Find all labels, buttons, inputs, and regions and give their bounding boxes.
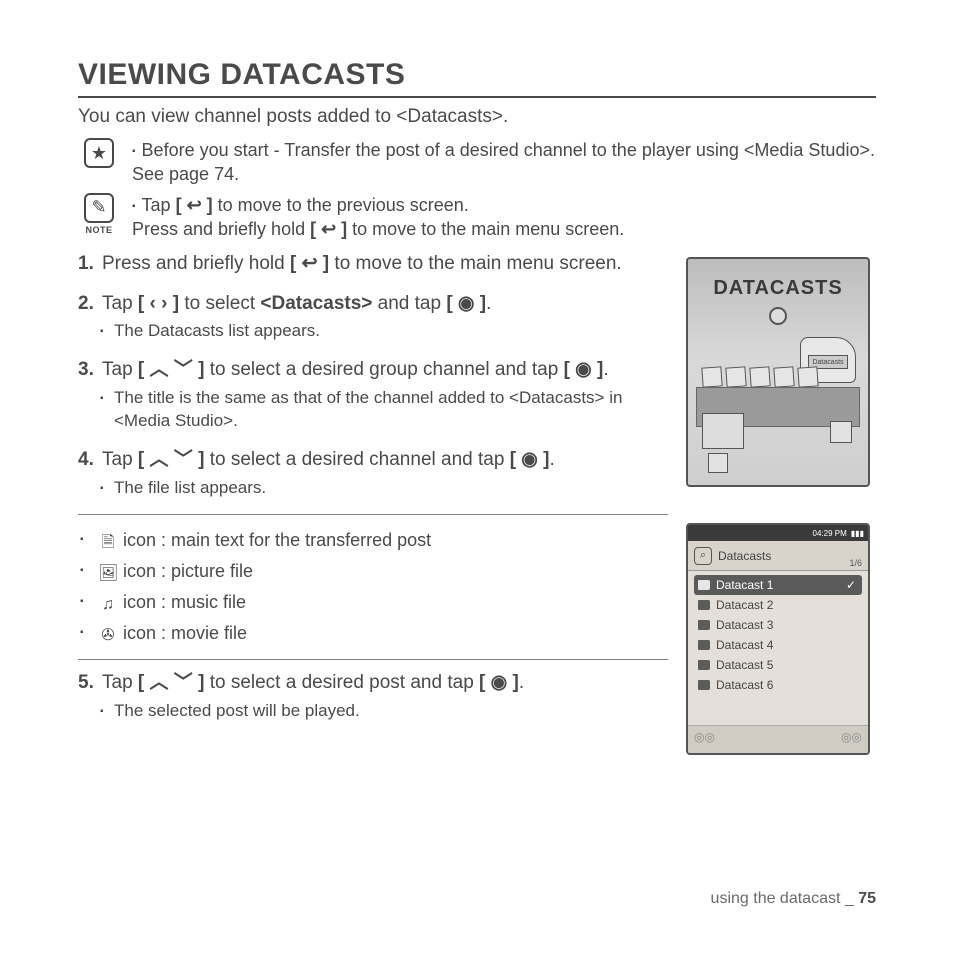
step-2-sub: The Datacasts list appears. xyxy=(102,320,668,343)
note-star-row: ★ ▪Before you start - Transfer the post … xyxy=(78,138,876,187)
device2-time: 04:29 PM xyxy=(813,529,847,538)
step-2: Tap [ ‹ › ] to select <Datacasts> and ta… xyxy=(78,291,668,344)
device2-header: Datacasts xyxy=(718,549,771,563)
step-1: Press and briefly hold [ ↩ ] to move to … xyxy=(78,251,668,277)
music-icon: ♫ xyxy=(98,591,118,618)
divider xyxy=(78,659,668,660)
step-3: Tap [ ︿ ﹀ ] to select a desired group ch… xyxy=(78,357,668,433)
back-icon: [ ↩ ] xyxy=(290,253,329,274)
up-down-icon: [ ︿ ﹀ ] xyxy=(138,449,205,470)
folder-icon xyxy=(698,660,710,670)
note-star-text: Before you start - Transfer the post of … xyxy=(132,140,875,184)
left-right-icon: [ ‹ › ] xyxy=(138,293,179,314)
note-pencil-1a: Tap xyxy=(142,195,176,215)
search-icon: ⌕ xyxy=(694,547,712,565)
doc-icon: 🗎 xyxy=(98,529,118,556)
movie-icon: ✇ xyxy=(98,622,118,649)
picture-icon: 🖼 xyxy=(98,560,118,587)
device2-count: 1/6 xyxy=(849,558,862,568)
icon-legend: 🗎 icon : main text for the transferred p… xyxy=(78,525,668,650)
select-icon: [ ◉ ] xyxy=(510,449,550,470)
list-item: Datacast 1✓ xyxy=(694,575,862,595)
list-item: Datacast 2 xyxy=(694,595,862,615)
folder-icon xyxy=(698,620,710,630)
star-icon: ★ xyxy=(84,138,114,168)
footer: using the datacast _ 75 xyxy=(711,890,876,908)
intro-text: You can view channel posts added to <Dat… xyxy=(78,106,876,128)
list-item: Datacast 6 xyxy=(694,675,862,695)
pencil-icon: ✎ xyxy=(84,193,114,223)
list-item: Datacast 4 xyxy=(694,635,862,655)
note-label: NOTE xyxy=(85,225,112,235)
step-5: Tap [ ︿ ﹀ ] to select a desired post and… xyxy=(78,670,668,723)
up-down-icon: [ ︿ ﹀ ] xyxy=(138,359,205,380)
device-preview-2: 04:29 PM ▮▮▮ ⌕ Datacasts 1/6 Datacast 1✓… xyxy=(686,523,870,755)
check-icon: ✓ xyxy=(846,578,856,592)
note-pencil-1b: to move to the previous screen. xyxy=(213,195,469,215)
step-3-sub: The title is the same as that of the cha… xyxy=(102,387,668,433)
note-pencil-2b: to move to the main menu screen. xyxy=(347,219,624,239)
list-item: Datacast 3 xyxy=(694,615,862,635)
device2-list: Datacast 1✓ Datacast 2 Datacast 3 Dataca… xyxy=(688,571,868,699)
step-4-sub: The file list appears. xyxy=(102,477,668,500)
select-icon: [ ◉ ] xyxy=(446,293,486,314)
folder-icon xyxy=(698,680,710,690)
select-icon: [ ◉ ] xyxy=(479,672,519,693)
divider xyxy=(78,514,668,515)
battery-icon: ▮▮▮ xyxy=(851,529,864,538)
note-pencil-2a: Press and briefly hold xyxy=(132,219,310,239)
page-title: VIEWING DATACASTS xyxy=(78,58,876,98)
up-down-icon: [ ︿ ﹀ ] xyxy=(138,672,205,693)
step-5-sub: The selected post will be played. xyxy=(102,700,668,723)
list-item: Datacast 5 xyxy=(694,655,862,675)
back-icon: [ ↩ ] xyxy=(310,219,347,239)
select-icon: [ ◉ ] xyxy=(564,359,604,380)
folder-icon xyxy=(698,640,710,650)
note-pencil-row: ✎ NOTE ▪Tap [ ↩ ] to move to the previou… xyxy=(78,193,876,242)
folder-icon xyxy=(698,600,710,610)
step-4: Tap [ ︿ ﹀ ] to select a desired channel … xyxy=(78,447,668,500)
device-preview-1: DATACASTS Datacasts xyxy=(686,257,870,487)
folder-icon xyxy=(698,580,710,590)
device1-title: DATACASTS xyxy=(688,277,868,300)
back-icon: [ ↩ ] xyxy=(176,195,213,215)
